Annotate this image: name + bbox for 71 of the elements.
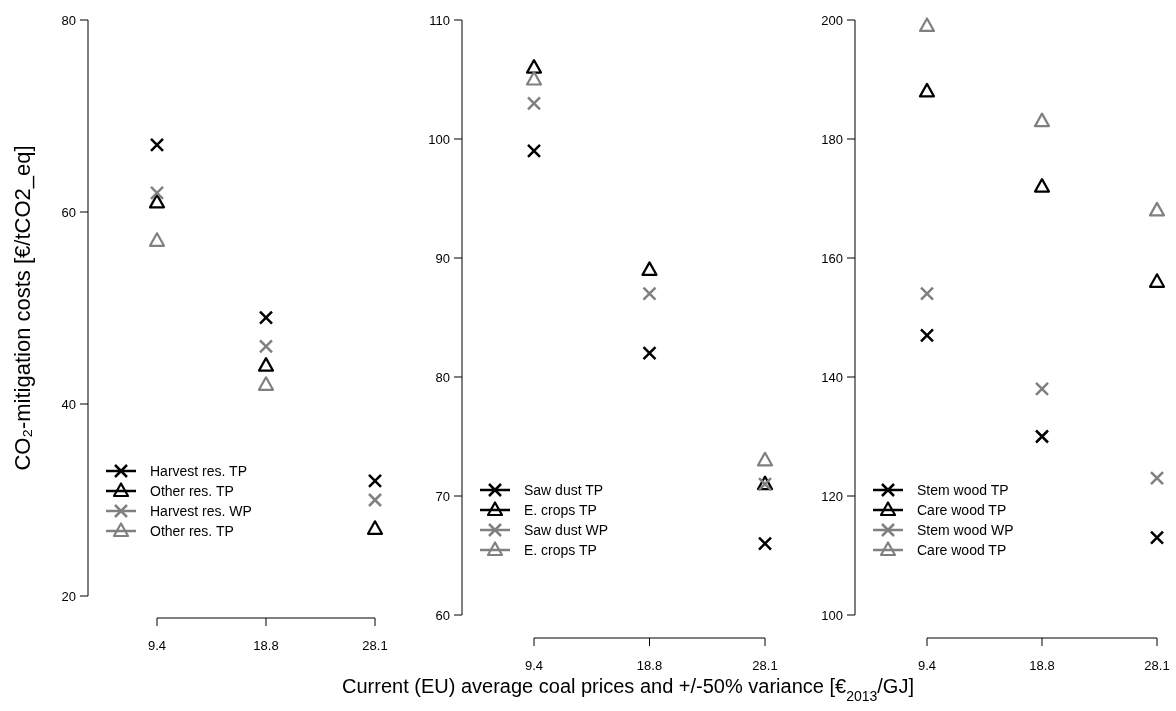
- point: [526, 143, 542, 159]
- point: [757, 536, 773, 551]
- point: [525, 70, 543, 86]
- x-tick-label: 9.4: [917, 658, 937, 673]
- point: [525, 59, 543, 74]
- x-axis-title: Current (EU) average coal prices and +/-50% variance [€$_{2013}$/GJ]: [342, 675, 914, 704]
- point: [919, 286, 935, 301]
- y-tick-label: 60: [61, 204, 76, 220]
- y-tick-label: 160: [821, 250, 843, 266]
- point: [1034, 429, 1050, 444]
- x-tick-label: 28.1: [752, 658, 778, 673]
- legend-label: Harvest res. WP: [150, 502, 252, 519]
- x-tick-label: 18.8: [1029, 658, 1055, 673]
- point: [526, 96, 542, 111]
- y-tick-label: 200: [821, 12, 843, 28]
- legend-label: Stem wood TP: [917, 481, 1009, 498]
- point: [1149, 470, 1165, 486]
- y-tick-label: 180: [821, 131, 843, 147]
- x-tick-label: 18.8: [636, 658, 663, 673]
- point: [1033, 178, 1051, 193]
- legend-label: Harvest res. TP: [150, 462, 247, 479]
- point: [257, 357, 275, 372]
- y-axis-title: CO₂-mitigation costs [€/tCO2_eq]: [10, 145, 35, 471]
- x-tick-label: 9.4: [147, 638, 167, 653]
- y-tick-label: 70: [435, 488, 450, 504]
- legend-label: Care wood TP: [917, 501, 1007, 518]
- point: [642, 286, 657, 301]
- y-tick-label: 60: [435, 607, 450, 623]
- point: [642, 345, 657, 361]
- legend-label: Stem wood WP: [917, 521, 1014, 538]
- point: [366, 520, 384, 535]
- legend-label: E. crops TP: [524, 501, 597, 518]
- y-tick-label: 120: [821, 488, 843, 504]
- point: [1034, 381, 1050, 397]
- legend-label: Saw dust WP: [524, 521, 609, 538]
- y-tick-label: 100: [428, 131, 450, 147]
- point: [149, 185, 165, 201]
- point: [919, 328, 935, 343]
- y-tick-label: 140: [821, 369, 843, 385]
- point: [1149, 530, 1165, 545]
- point: [258, 310, 274, 325]
- point: [258, 339, 274, 354]
- point: [367, 473, 383, 489]
- point: [148, 232, 166, 247]
- y-tick-label: 90: [435, 250, 450, 266]
- point: [918, 17, 936, 33]
- point: [148, 193, 166, 209]
- legend-label: Saw dust TP: [524, 481, 604, 498]
- legend-label: Other res. TP: [150, 482, 234, 499]
- point: [756, 451, 774, 467]
- point: [641, 261, 658, 276]
- y-tick-label: 80: [61, 12, 76, 28]
- point: [918, 82, 936, 98]
- y-tick-label: 110: [429, 12, 450, 28]
- point: [149, 137, 165, 153]
- x-tick-label: 18.8: [253, 638, 279, 653]
- legend-label: Other res. TP: [150, 522, 234, 539]
- legend-label: E. crops TP: [524, 541, 597, 558]
- point: [1148, 201, 1166, 217]
- point: [367, 492, 383, 508]
- point: [1033, 112, 1051, 128]
- y-tick-label: 80: [435, 369, 450, 385]
- y-tick-label: 40: [61, 396, 76, 412]
- x-tick-label: 9.4: [524, 658, 544, 673]
- y-tick-label: 20: [61, 588, 76, 604]
- x-tick-label: 28.1: [1144, 658, 1170, 673]
- legend-label: Care wood TP: [917, 541, 1007, 558]
- x-tick-label: 28.1: [362, 638, 388, 653]
- y-tick-label: 100: [821, 607, 843, 623]
- point: [1148, 273, 1166, 288]
- point: [257, 376, 275, 391]
